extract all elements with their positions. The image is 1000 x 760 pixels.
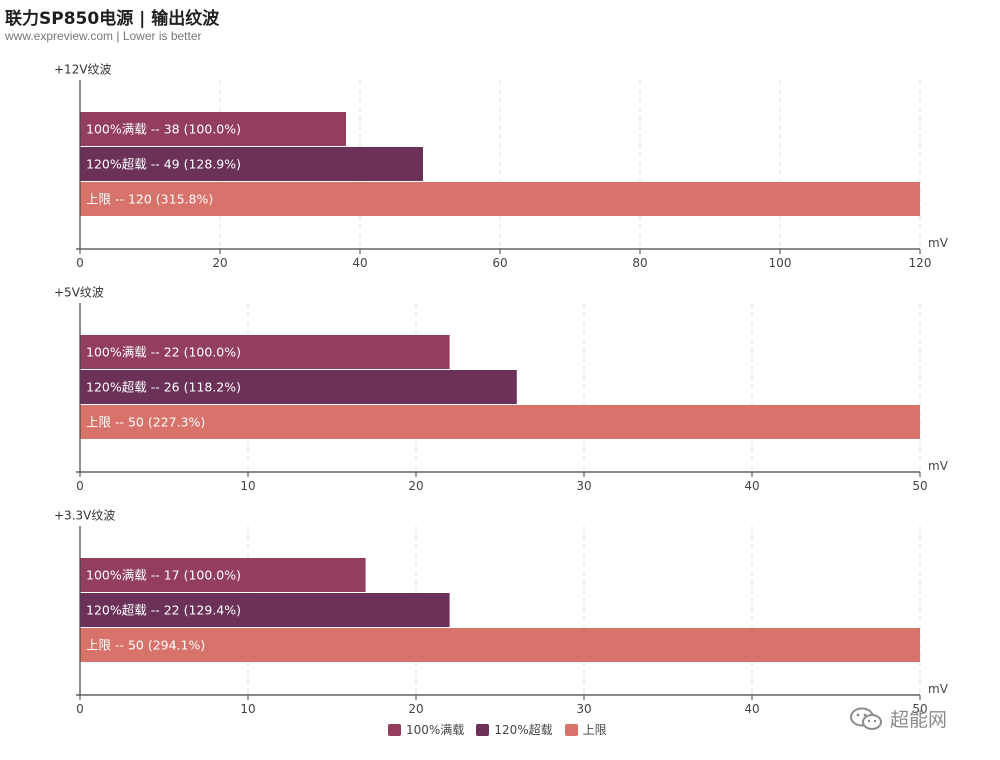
tick-label: 40 — [744, 702, 759, 716]
panel-title: +3.3V纹波 — [54, 509, 115, 523]
bar — [80, 593, 450, 627]
x-axis-unit: mV — [928, 236, 949, 250]
tick-label: 100 — [769, 256, 792, 270]
panel-title: +12V纹波 — [54, 63, 112, 77]
tick-label: 30 — [576, 702, 591, 716]
tick-label: 20 — [212, 256, 227, 270]
bar-label: 120%超载 -- 26 (118.2%) — [86, 380, 241, 395]
tick-label: 50 — [912, 479, 927, 493]
bar — [80, 628, 920, 662]
bar-label: 120%超载 -- 22 (129.4%) — [86, 603, 241, 618]
bar — [80, 112, 346, 146]
tick-label: 30 — [576, 479, 591, 493]
bar-label: 120%超载 -- 49 (128.9%) — [86, 157, 241, 172]
tick-label: 20 — [408, 479, 423, 493]
tick-label: 10 — [240, 479, 255, 493]
tick-label: 0 — [76, 702, 84, 716]
legend-label-over-load: 120%超载 — [494, 723, 553, 737]
legend-swatch-full-load — [388, 723, 401, 736]
bar — [80, 558, 366, 592]
wechat-icon — [850, 707, 882, 730]
tick-label: 120 — [909, 256, 932, 270]
tick-label: 80 — [632, 256, 647, 270]
x-axis-unit: mV — [928, 682, 949, 696]
bar-label: 100%满载 -- 17 (100.0%) — [86, 568, 241, 583]
chart-title: 联力SP850电源 | 输出纹波 — [5, 9, 220, 29]
bar-label: 上限 -- 50 (294.1%) — [86, 638, 205, 653]
bar-label: 100%满载 -- 22 (100.0%) — [86, 345, 241, 360]
bar-label: 上限 -- 120 (315.8%) — [86, 192, 213, 207]
x-axis-unit: mV — [928, 459, 949, 473]
bar — [80, 335, 450, 369]
legend-swatch-over-load — [476, 723, 490, 736]
legend-item-full-load[interactable]: 100%满载 — [388, 721, 464, 738]
tick-label: 10 — [240, 702, 255, 716]
tick-label: 50 — [912, 702, 927, 716]
bar — [80, 182, 920, 216]
legend-swatch-limit — [564, 723, 578, 736]
tick-label: 40 — [744, 479, 759, 493]
bar — [80, 147, 423, 181]
legend-label-full-load: 100%满载 — [406, 723, 465, 737]
tick-label: 0 — [76, 256, 84, 270]
legend-label-limit: 上限 — [582, 723, 607, 737]
bar — [80, 370, 517, 404]
bar-label: 上限 -- 50 (227.3%) — [86, 415, 205, 430]
bar — [80, 405, 920, 439]
tick-label: 60 — [492, 256, 507, 270]
chart-subtitle: www.expreview.com | Lower is better — [5, 29, 202, 43]
panel-title: +5V纹波 — [54, 286, 104, 300]
watermark: 超能网 — [848, 705, 947, 732]
watermark-text: 超能网 — [890, 709, 948, 731]
tick-label: 40 — [352, 256, 367, 270]
legend-item-over-load[interactable]: 120%超载 — [476, 721, 553, 738]
legend: 100%满载 120%超载 上限 — [388, 721, 607, 738]
legend-item-limit[interactable]: 上限 — [564, 721, 607, 738]
bar-label: 100%满载 -- 38 (100.0%) — [86, 122, 241, 137]
tick-label: 0 — [76, 479, 84, 493]
tick-label: 20 — [408, 702, 423, 716]
